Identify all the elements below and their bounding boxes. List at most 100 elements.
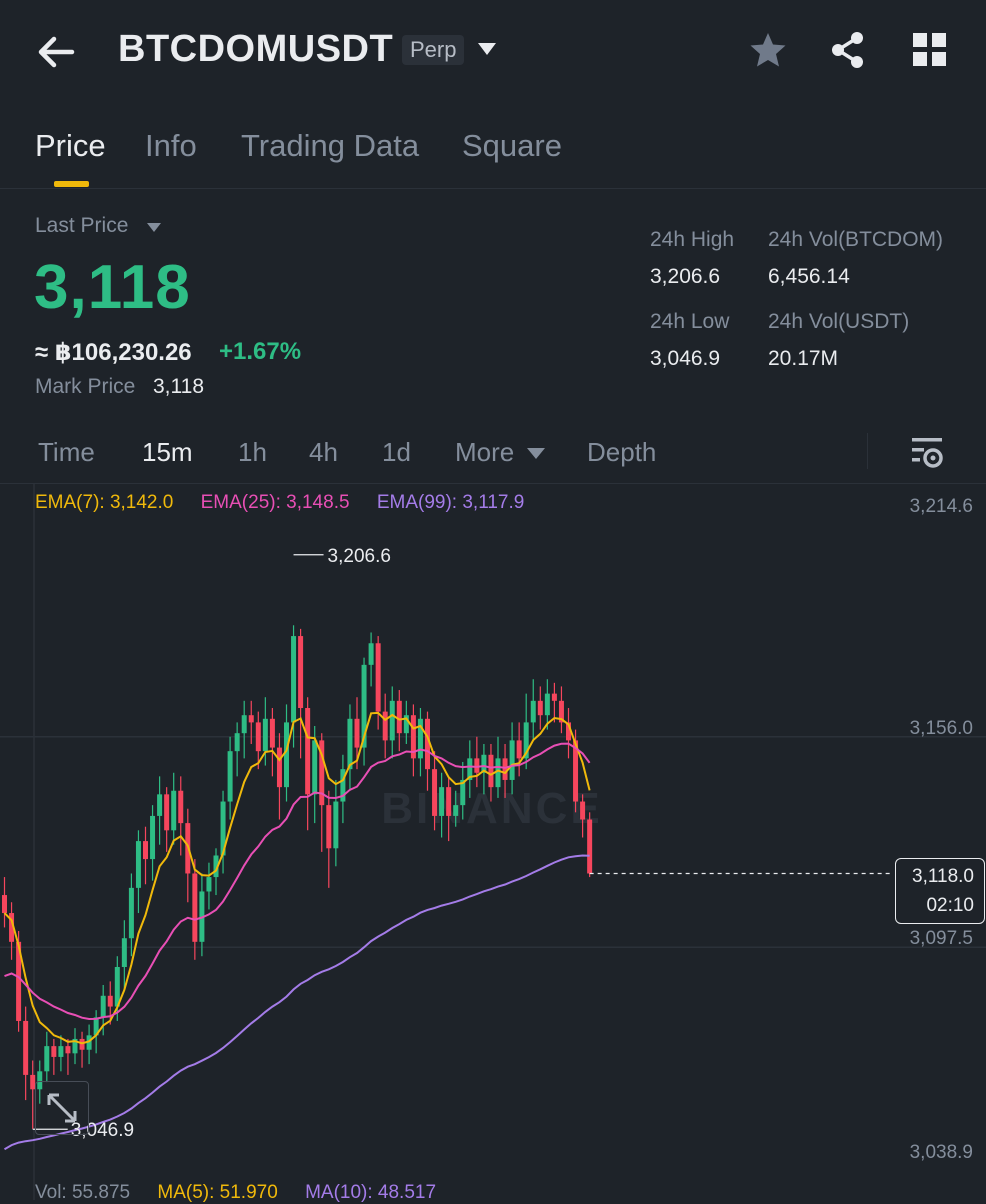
y-axis-tick-label: 3,038.9: [910, 1142, 973, 1163]
low-label: 24h Low: [650, 310, 730, 333]
last-price-value: 3,118: [34, 253, 191, 322]
candle-body: [396, 700, 402, 734]
ema25-line: [4, 742, 591, 1021]
grid-menu-icon[interactable]: [910, 30, 950, 70]
candle-body: [537, 700, 543, 716]
candle-body: [23, 1020, 29, 1075]
tab-trading-data[interactable]: Trading Data: [241, 128, 420, 163]
candle-body: [178, 790, 184, 824]
chevron-down-icon[interactable]: [476, 40, 498, 58]
candle-body: [410, 715, 416, 759]
candle-body: [121, 938, 127, 967]
candle-body: [467, 758, 473, 780]
ema7-line: [3, 711, 591, 1045]
candle-body: [262, 718, 268, 752]
candle-body: [495, 758, 501, 788]
symbol-title[interactable]: BTCDOMUSDT: [118, 28, 394, 70]
candle-body: [248, 715, 254, 723]
active-tab-indicator: [54, 181, 89, 187]
candle-body: [389, 700, 395, 741]
vol-quote-label: 24h Vol(USDT): [768, 310, 910, 333]
high-label: 24h High: [650, 228, 735, 251]
candle-body: [171, 790, 177, 831]
interval-depth[interactable]: Depth: [587, 437, 657, 467]
candle-body: [44, 1046, 50, 1072]
candle-body: [375, 643, 381, 712]
ma5-value: MA(5): 51.970: [157, 1182, 278, 1203]
candle-body: [100, 995, 106, 1018]
candle-body: [530, 700, 536, 723]
star-icon[interactable]: [748, 30, 788, 70]
candle-body: [213, 855, 219, 878]
y-axis-tick-label: 3,097.5: [910, 928, 973, 949]
interval-more[interactable]: More: [455, 437, 515, 467]
high-value: 3,206.6: [650, 265, 721, 288]
perp-badge: Perp: [402, 35, 465, 65]
expand-icon[interactable]: [35, 1081, 89, 1135]
candlestick-chart[interactable]: 3,214.6 3,156.0 3,097.5 3,038.9 BINANCE 3,2…: [0, 484, 986, 1200]
candle-body: [72, 1038, 78, 1054]
candle-body: [51, 1046, 57, 1057]
interval-15m[interactable]: 15m: [142, 437, 193, 467]
candle-body: [192, 873, 198, 942]
candle-body: [114, 966, 120, 1007]
mark-price-value: 3,118: [153, 375, 204, 398]
ema7-value: EMA(7): 3,142.0: [35, 492, 174, 513]
current-price-value: 3,118.0: [912, 866, 974, 887]
tab-info[interactable]: Info: [145, 128, 197, 163]
vol-base-label: 24h Vol(BTCDOM): [768, 228, 944, 251]
candle-body: [206, 877, 212, 892]
candle-body: [439, 787, 445, 816]
candle-body: [276, 747, 282, 788]
candle-body: [157, 794, 163, 816]
watermark-text: BINANCE: [381, 784, 602, 833]
candle-body: [107, 995, 113, 1007]
more-caret-icon[interactable]: [526, 446, 546, 460]
candle-body: [164, 794, 170, 831]
main-tabs: Price Info Trading Data Square: [0, 118, 986, 189]
candle-body: [241, 715, 247, 734]
candle-body: [128, 887, 134, 939]
candle-body: [220, 801, 226, 856]
candle-body: [425, 718, 430, 770]
candle-body: [143, 841, 148, 860]
candle-body: [255, 722, 261, 752]
caret-down-icon[interactable]: [146, 220, 162, 232]
interval-time[interactable]: Time: [38, 437, 95, 467]
back-arrow-icon[interactable]: [34, 30, 78, 74]
interval-bar: Time 15m 1h 4h 1d More Depth: [0, 425, 986, 484]
candle-body: [312, 740, 318, 795]
current-price-box: 3,118.0 02:10: [895, 858, 985, 924]
high-price-label: 3,206.6: [328, 546, 391, 567]
candle-body: [93, 1017, 99, 1036]
candle-body: [298, 636, 304, 709]
interval-4h[interactable]: 4h: [309, 437, 338, 467]
interval-1d[interactable]: 1d: [382, 437, 411, 467]
candle-body: [305, 708, 311, 795]
top-bar: BTCDOMUSDT Perp: [0, 0, 986, 104]
last-price-label[interactable]: Last Price: [35, 214, 129, 237]
tab-square[interactable]: Square: [462, 128, 562, 163]
candle-body: [2, 895, 7, 914]
candle-body: [347, 718, 353, 770]
price-summary: Last Price 3,118 ≈ ฿106,230.26 +1.67% Ma…: [0, 200, 986, 415]
candle-body: [86, 1035, 92, 1050]
candle-body: [474, 758, 480, 773]
share-icon[interactable]: [828, 30, 868, 70]
candle-body: [453, 805, 459, 816]
chart-settings-icon[interactable]: [910, 435, 944, 469]
candle-body: [403, 715, 409, 734]
candle-body: [65, 1046, 71, 1054]
interval-1h[interactable]: 1h: [238, 437, 267, 467]
candle-body: [135, 841, 141, 888]
tab-price[interactable]: Price: [35, 128, 106, 163]
candle-body: [417, 718, 423, 759]
low-price-label: 3,046.9: [71, 1120, 134, 1141]
approx-price: ≈ ฿106,230.26: [35, 339, 192, 366]
y-axis-tick-label: 3,214.6: [910, 496, 973, 517]
candle-body: [79, 1038, 85, 1050]
kline-chart[interactable]: 3,214.6 3,156.0 3,097.5 3,038.9 BINANCE 3,2…: [0, 484, 986, 1203]
candle-body: [227, 751, 233, 802]
candle-body: [566, 722, 571, 741]
ema25-value: EMA(25): 3,148.5: [200, 492, 350, 513]
